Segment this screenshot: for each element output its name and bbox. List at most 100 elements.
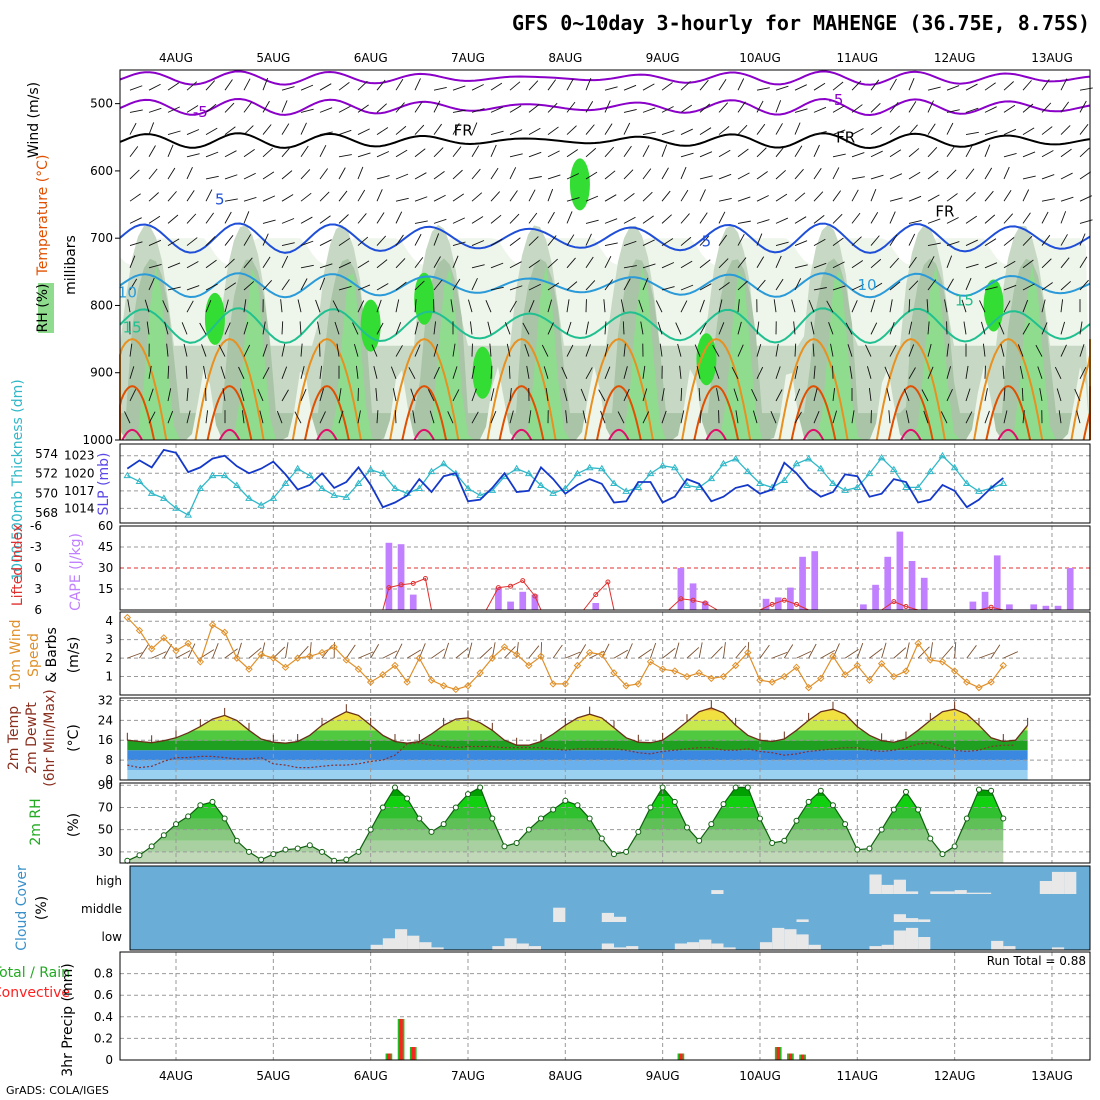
wind-barb <box>429 410 435 424</box>
wind-barb <box>604 123 613 135</box>
wind-speed-point <box>744 648 752 657</box>
thickness-point <box>634 483 643 490</box>
rh-point <box>136 852 143 859</box>
wind-speed-point <box>391 661 399 670</box>
wind-barb-10m <box>881 642 887 659</box>
cloud-bar-low <box>1003 946 1016 950</box>
wind-barb <box>1022 175 1036 180</box>
wind-barb <box>319 365 323 379</box>
wind-barb <box>262 367 270 379</box>
wind-barb <box>1019 365 1024 379</box>
li-point <box>495 585 501 591</box>
thickness-point <box>719 459 728 467</box>
title-convective: Convective <box>0 985 70 1001</box>
ytick-label: 32 <box>98 693 113 707</box>
wind-barb <box>908 171 921 180</box>
wind-barb <box>813 191 824 202</box>
thickness-point <box>853 483 862 490</box>
wind-barb <box>357 284 371 291</box>
wind-barb <box>162 300 169 313</box>
wind-barb <box>718 258 729 269</box>
wind-barb <box>300 264 314 269</box>
wind-barb <box>731 366 739 379</box>
ytick-right-label: 1020 <box>64 466 95 480</box>
wind-barb <box>528 410 532 424</box>
temp-contour-30 <box>997 428 1019 441</box>
wind-barb <box>965 145 973 157</box>
wind-10m-panel: 1 2 3 4 10m Wind Speed & Barbs (m/s) <box>8 611 1091 696</box>
rh-point <box>160 832 167 839</box>
wind-barb <box>905 410 910 424</box>
wind-barb <box>604 343 609 357</box>
cloud-bar-high <box>966 892 979 894</box>
wind-barb <box>471 264 485 269</box>
wind-barb <box>357 166 364 180</box>
wind-barb <box>775 241 789 247</box>
wind-speed-point <box>902 667 910 675</box>
wind-barb <box>737 78 745 91</box>
wind-barb <box>946 241 960 247</box>
thickness-point <box>354 479 363 486</box>
rh-point <box>489 815 496 822</box>
wind-barb-10m <box>224 648 238 659</box>
wind-barb <box>205 212 215 224</box>
wind-barb <box>756 100 764 113</box>
panel-frame <box>119 525 1091 611</box>
li-point <box>508 583 514 589</box>
wind-barb <box>433 233 440 246</box>
wind-barb <box>851 260 864 269</box>
wind-barb <box>129 389 137 402</box>
wind-barb <box>699 103 711 113</box>
wind-barb <box>657 321 663 335</box>
wind-barb <box>870 188 877 202</box>
wind-barb <box>1041 258 1052 269</box>
wind-barb <box>908 367 916 380</box>
ytick-label: 700 <box>90 231 113 245</box>
wind-barb <box>357 213 367 224</box>
wind-barb <box>927 86 941 91</box>
thickness-point <box>196 484 205 491</box>
wind-barb <box>319 263 333 269</box>
rh-point <box>927 835 934 842</box>
rh-point <box>562 797 569 804</box>
wind-barb <box>224 282 237 291</box>
xtick-label-bottom: 10AUG <box>739 1069 781 1083</box>
thickness-point <box>245 494 253 501</box>
rh-point <box>258 856 265 863</box>
wind-barb <box>395 149 408 158</box>
wind-barb <box>203 365 207 379</box>
wind-barb <box>585 124 595 135</box>
wind-barb <box>373 366 378 379</box>
wind-barb <box>1060 196 1074 202</box>
wind-barb-10m <box>431 648 445 659</box>
wind-barb <box>471 240 485 246</box>
thickness-point <box>184 511 193 518</box>
wind-barb <box>868 388 872 402</box>
wind-barb <box>509 81 521 91</box>
wind-barb <box>680 260 693 269</box>
cloud-bar-low <box>674 943 687 950</box>
wind-barb <box>490 286 504 291</box>
wind-barb <box>376 410 379 424</box>
temp-band <box>127 740 1028 751</box>
cape-bar <box>860 604 867 610</box>
wind-speed-point <box>196 658 205 666</box>
li-point <box>678 596 684 602</box>
wind-speed-point <box>464 682 472 690</box>
wind-barb-10m <box>565 651 581 659</box>
xtick-label-top: 6AUG <box>354 51 388 65</box>
ytick-right-label: 1023 <box>64 449 95 463</box>
wind-barb <box>201 344 207 357</box>
rh-band-dry <box>120 366 1090 440</box>
wind-barb <box>186 410 191 424</box>
wind-barb <box>623 192 635 202</box>
wind-barb <box>566 149 579 158</box>
wind-barb <box>642 411 650 424</box>
wind-barb <box>338 237 351 246</box>
ytick-left-label: -6 <box>30 519 42 533</box>
wind-barb <box>642 388 648 402</box>
wind-barb <box>357 189 366 202</box>
wind-barb <box>580 388 587 402</box>
rh-point <box>501 843 508 850</box>
wind-barb <box>699 235 710 246</box>
